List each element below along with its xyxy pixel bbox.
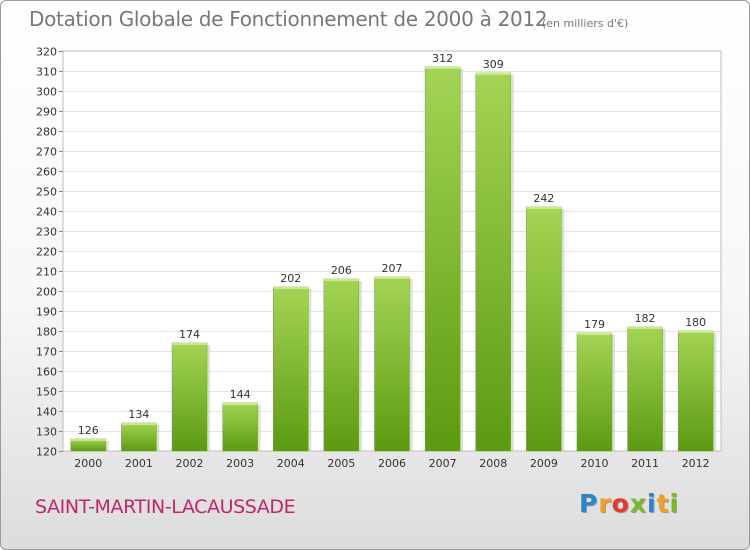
logo-letter: o [611, 489, 630, 518]
bar-value-label: 144 [230, 388, 251, 401]
x-axis: 2000 2001 2002 2003 2004 2005 2006 2007 2008 2009… [74, 457, 709, 470]
x-tick-label: 2001 [125, 457, 153, 470]
y-axis: 120 130 140 150 160 170 180 190 200 210 220 230 240 2… [36, 46, 63, 459]
bar-highlight [374, 277, 410, 279]
bar-highlight [678, 331, 714, 333]
bar [475, 72, 511, 452]
x-tick-label: 2011 [631, 457, 659, 470]
y-tick-label: 270 [36, 146, 57, 159]
logo-letter: P [579, 489, 599, 518]
bar [576, 332, 613, 452]
bar-value-label: 182 [635, 312, 656, 325]
bar [323, 278, 360, 452]
x-tick-label: 2005 [327, 457, 355, 470]
bar [222, 402, 258, 452]
x-tick-label: 2012 [682, 457, 710, 470]
y-tick-label: 250 [36, 186, 57, 199]
bars: 126 134 174 144 202 206 207 312 309 242 179 182 180 [70, 52, 717, 452]
commune-name: SAINT-MARTIN-LACAUSSADE [35, 496, 296, 518]
bar-value-label: 179 [584, 318, 605, 331]
bar-highlight [627, 327, 663, 329]
bar-highlight [273, 287, 309, 289]
y-tick-label: 280 [36, 126, 57, 139]
logo-letter: t [656, 489, 670, 518]
bar-value-label: 312 [432, 52, 453, 65]
y-tick-label: 260 [36, 166, 57, 179]
y-tick-label: 240 [36, 206, 57, 219]
bar-value-label: 207 [382, 262, 403, 275]
y-tick-label: 320 [36, 46, 57, 59]
x-tick-label: 2008 [479, 457, 507, 470]
bar [677, 330, 714, 452]
bar [424, 66, 461, 452]
bar [627, 326, 663, 452]
bar [121, 422, 157, 452]
bar-highlight [70, 439, 106, 441]
chart-subtitle: (en milliers d'€) [542, 17, 629, 30]
bar [374, 276, 410, 452]
x-tick-label: 2006 [378, 457, 406, 470]
y-tick-label: 300 [36, 86, 57, 99]
y-tick-label: 150 [36, 386, 57, 399]
y-tick-label: 290 [36, 106, 57, 119]
bar-value-label: 126 [78, 424, 99, 437]
y-tick-label: 120 [36, 446, 57, 459]
bar [273, 286, 309, 452]
logo-letter: r [598, 489, 612, 518]
y-tick-label: 130 [36, 426, 57, 439]
bar-highlight [172, 343, 208, 345]
x-tick-label: 2004 [277, 457, 305, 470]
logo-letter: i [669, 489, 680, 518]
bar-highlight [425, 67, 461, 69]
bar [526, 206, 562, 452]
bar-highlight [121, 423, 157, 425]
y-tick-label: 310 [36, 66, 57, 79]
x-tick-label: 2009 [530, 457, 558, 470]
y-tick-label: 220 [36, 246, 57, 259]
bar-value-label: 206 [331, 264, 352, 277]
y-tick-label: 140 [36, 406, 57, 419]
bar-value-label: 309 [483, 58, 504, 71]
x-tick-label: 2002 [176, 457, 204, 470]
y-tick-label: 160 [36, 366, 57, 379]
x-tick-label: 2003 [226, 457, 254, 470]
y-tick-label: 180 [36, 326, 57, 339]
bar-highlight [222, 403, 258, 405]
y-tick-label: 230 [36, 226, 57, 239]
x-tick-label: 2007 [429, 457, 457, 470]
bar-value-label: 134 [128, 408, 149, 421]
logo-letter: x [629, 489, 647, 518]
bar-highlight [576, 333, 612, 335]
bar-value-label: 242 [533, 192, 554, 205]
bar-value-label: 174 [179, 328, 200, 341]
bar-value-label: 202 [280, 272, 301, 285]
bar [171, 342, 208, 452]
y-tick-label: 170 [36, 346, 57, 359]
x-tick-label: 2000 [74, 457, 102, 470]
y-tick-label: 200 [36, 286, 57, 299]
bar-highlight [475, 73, 511, 75]
bar-highlight [323, 279, 359, 281]
y-tick-label: 210 [36, 266, 57, 279]
y-tick-label: 190 [36, 306, 57, 319]
proxiti-logo[interactable]: Proxiti [579, 489, 679, 518]
logo-letter: i [647, 489, 657, 518]
bar-value-label: 180 [685, 316, 706, 329]
chart-title: Dotation Globale de Fonctionnement de 20… [29, 7, 548, 31]
x-tick-label: 2010 [580, 457, 608, 470]
bar-highlight [526, 207, 562, 209]
